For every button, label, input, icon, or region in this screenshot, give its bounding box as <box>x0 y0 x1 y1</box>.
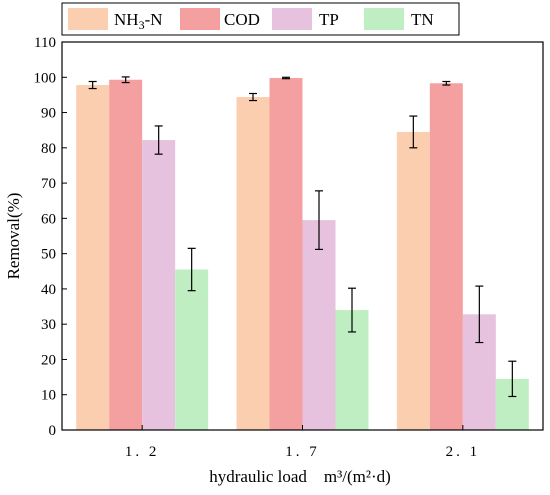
x-tick-label: 1. 7 <box>285 444 320 460</box>
y-tick-label: 70 <box>41 176 56 192</box>
legend-swatch <box>68 8 108 30</box>
legend-label: NH3-N <box>114 10 163 32</box>
bar <box>429 83 463 430</box>
y-tick-label: 90 <box>41 106 56 122</box>
y-tick-label: 80 <box>41 141 56 157</box>
legend-label-base: NH <box>114 10 139 29</box>
legend-label: TN <box>411 10 434 29</box>
legend-label-subscript: 3 <box>139 18 145 32</box>
bar <box>76 85 110 431</box>
legend-label-tail: -N <box>145 10 163 29</box>
bar <box>236 97 270 430</box>
bar <box>175 269 209 430</box>
y-tick-label: 100 <box>34 70 57 86</box>
legend-swatch <box>364 8 404 30</box>
y-tick-label: 50 <box>41 247 56 263</box>
y-tick-label: 60 <box>41 211 56 227</box>
y-tick-label: 30 <box>41 317 56 333</box>
y-tick-label: 20 <box>41 352 56 368</box>
bar <box>302 220 336 430</box>
y-tick-label: 0 <box>49 423 57 439</box>
legend-label: COD <box>224 10 260 29</box>
bar <box>396 131 430 431</box>
y-tick-label: 40 <box>41 282 56 298</box>
y-tick-label: 10 <box>41 388 56 404</box>
x-tick-label: 2. 1 <box>446 444 481 460</box>
bar <box>269 77 303 430</box>
bars <box>76 76 529 431</box>
x-tick-label: 1. 2 <box>125 444 160 460</box>
legend-swatch <box>272 8 312 30</box>
legend-label: TP <box>319 10 339 29</box>
y-tick-label: 110 <box>34 35 56 51</box>
bar <box>142 140 176 431</box>
bar <box>109 79 143 430</box>
y-axis-label: Removal(%) <box>4 193 23 280</box>
legend: NH3-N COD TP TN <box>61 2 460 36</box>
legend-swatch <box>180 8 220 30</box>
x-axis-label: hydraulic load m³/(m²·d) <box>209 467 391 486</box>
